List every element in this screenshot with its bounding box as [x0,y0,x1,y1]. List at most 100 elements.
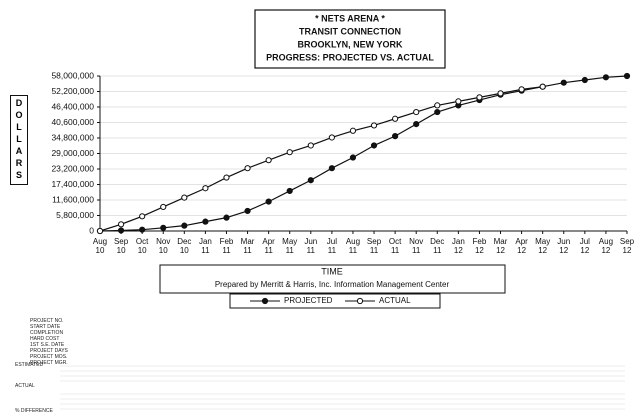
x-tick-label: Aug 12 [598,237,614,255]
x-tick-label: Mar 12 [493,237,508,255]
data-point [413,108,420,116]
project-info-label: PROJECT DAYS [30,348,68,354]
data-point [328,165,335,172]
data-point [117,227,125,234]
x-tick-label: Oct 11 [388,237,402,255]
data-point [370,142,378,149]
data-point [581,76,588,84]
chart-title: BROOKLYN, NEW YORK [297,39,403,49]
y-axis-title: DOLLARS [10,95,28,185]
data-point [349,127,357,134]
data-point [307,177,314,184]
y-tick-label: 23,200,000 [51,163,94,173]
data-point [96,227,104,235]
x-tick-label: Jan 12 [451,237,465,255]
x-tick-label: Feb 12 [472,237,487,255]
data-point [286,149,293,156]
chart-title: * NETS ARENA * [315,13,385,23]
x-tick-label: Aug 11 [345,237,361,255]
x-title-box [159,264,506,294]
y-tick-label: 52,200,000 [51,86,94,96]
data-point [265,157,272,164]
data-point [181,194,188,201]
title-box [254,9,446,69]
chart-title: TRANSIT CONNECTION [299,26,401,36]
data-point [244,165,251,172]
table-row-header: ACTUAL [15,383,35,389]
data-point [602,74,610,81]
data-point [455,98,462,105]
table-row-header: ESTIMATED [15,362,44,368]
x-tick-label: Jun 12 [557,237,571,255]
data-point [160,224,167,231]
x-tick-label: Sep 10 [113,237,129,255]
data-point [117,221,125,228]
data-point [539,83,546,90]
data-point [286,187,293,195]
y-tick-label: 17,400,000 [51,179,94,189]
x-tick-label: Sep 12 [619,237,635,255]
data-point [370,122,378,129]
project-info-label: PROJECT NO. [30,318,64,324]
x-tick-label: Apr 11 [262,237,275,255]
project-info-label: HARD COST [30,336,60,342]
legend-marker [261,297,269,305]
data-point [497,90,504,97]
x-tick-label: May 11 [282,237,298,255]
data-point [392,133,399,140]
data-point [434,108,441,116]
y-tick-label: 29,000,000 [51,148,94,158]
x-tick-label: Nov 11 [409,237,424,255]
x-tick-label: Oct 10 [135,237,149,255]
data-point [202,218,209,225]
data-point [476,94,483,101]
data-point [223,174,230,181]
data-point [265,198,272,205]
x-tick-label: Jul 11 [326,237,337,255]
data-point [328,134,335,141]
legend-marker [356,297,364,305]
x-axis-subtitle: Prepared by Merritt & Harris, Inc. Infor… [215,280,450,289]
y-tick-label: 40,600,000 [51,117,94,127]
series-line [99,86,543,232]
project-info-label: 1ST S.E. DATE [30,342,65,348]
data-point [202,185,209,192]
y-tick-label: 5,800,000 [56,210,94,220]
x-tick-label: Sep 11 [366,237,382,255]
x-tick-label: Jan 11 [198,237,212,255]
x-tick-label: Aug 10 [92,237,108,255]
x-tick-label: Feb 11 [219,237,234,255]
x-tick-label: Dec 10 [177,237,192,255]
y-tick-label: 0 [89,225,94,235]
x-tick-label: Jun 11 [304,237,318,255]
y-tick-label: 46,400,000 [51,101,94,111]
x-tick-label: Dec 11 [430,237,445,255]
data-point [181,222,188,229]
x-tick-label: Jul 12 [579,237,590,255]
legend-label: ACTUAL [379,296,411,305]
legend-box [229,293,441,309]
project-info-label: PROJECT MGR. [30,360,68,366]
data-point [623,72,631,80]
x-tick-label: Nov 10 [156,237,171,255]
data-point [244,207,251,215]
data-point [139,213,146,220]
data-point [307,142,314,149]
data-point [223,214,230,221]
data-point [560,79,567,86]
project-info-label: COMPLETION [30,330,64,336]
legend-label: PROJECTED [284,296,333,305]
project-info-label: PROJECT MOS. [30,354,68,360]
x-tick-label: Mar 11 [240,237,255,255]
table-row-header: % DIFFERENCE [15,408,53,414]
project-info-label: START DATE [30,324,61,330]
data-point [518,86,525,93]
y-tick-label: 58,000,000 [51,70,94,80]
data-point [413,121,420,128]
y-tick-label: 11,600,000 [52,194,94,204]
x-axis-title: TIME [321,266,343,276]
x-tick-label: May 12 [535,237,551,255]
data-point [160,203,167,211]
